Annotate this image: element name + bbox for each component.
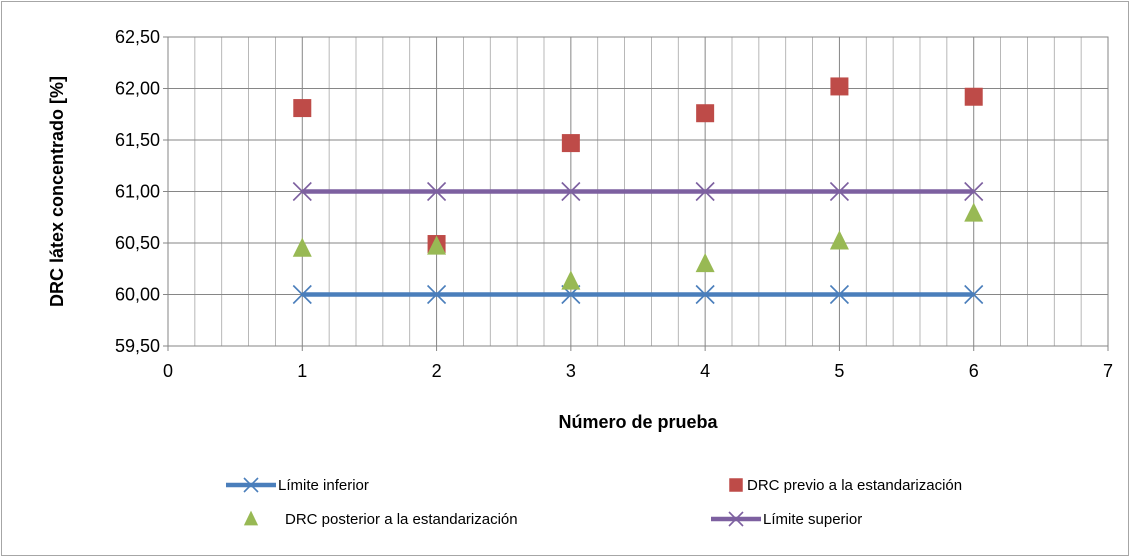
x-stroke xyxy=(728,511,744,527)
y-tick-label: 62,50 xyxy=(115,27,160,47)
x-tick-label: 1 xyxy=(297,361,307,381)
x-tick-label: 5 xyxy=(834,361,844,381)
x-tick-label: 6 xyxy=(969,361,979,381)
legend-swatch-marker xyxy=(243,477,259,493)
data-point xyxy=(829,230,849,250)
x-stroke xyxy=(695,284,715,305)
legend-item: DRC posterior a la estandarización xyxy=(243,510,518,528)
data-point xyxy=(561,181,581,202)
data-point xyxy=(695,284,715,305)
x-stroke xyxy=(243,477,259,493)
data-point xyxy=(292,181,312,202)
series-drc-posterior-a-la-estandarizacion xyxy=(292,202,984,290)
data-point xyxy=(829,284,849,305)
x-stroke xyxy=(964,181,984,202)
y-axis-ticks: 59,50 60,00 60,50 61,00 61,50 62,00 62,50 xyxy=(115,27,168,356)
data-point xyxy=(964,87,983,106)
data-point xyxy=(696,104,715,123)
data-point xyxy=(829,181,849,202)
data-point xyxy=(964,202,984,222)
legend-item: DRC previo a la estandarización xyxy=(729,477,962,494)
x-stroke xyxy=(695,181,715,202)
x-stroke xyxy=(561,181,581,202)
x-tick-label: 7 xyxy=(1103,361,1113,381)
x-tick-label: 2 xyxy=(432,361,442,381)
series-layer xyxy=(292,77,984,305)
x-stroke xyxy=(829,284,849,305)
x-stroke xyxy=(292,181,312,202)
series-limite-superior xyxy=(292,181,984,202)
y-tick-label: 59,50 xyxy=(115,336,160,356)
x-tick-label: 3 xyxy=(566,361,576,381)
data-point xyxy=(695,253,715,273)
data-point xyxy=(427,235,447,255)
y-axis-title: DRC látex concentrado [%] xyxy=(47,76,67,307)
y-tick-label: 61,00 xyxy=(115,182,160,202)
legend-label: Límite inferior xyxy=(278,477,369,494)
legend-label: DRC posterior a la estandarización xyxy=(285,511,518,528)
data-point xyxy=(293,99,312,118)
data-point xyxy=(561,134,580,153)
data-point xyxy=(292,284,312,305)
y-tick-label: 60,00 xyxy=(115,285,160,305)
x-axis-title: Número de prueba xyxy=(558,412,718,432)
y-tick-label: 61,50 xyxy=(115,130,160,150)
legend-swatch-marker xyxy=(728,511,744,527)
data-point xyxy=(964,284,984,305)
legend-swatch-marker xyxy=(729,478,743,492)
data-point xyxy=(427,284,447,305)
x-stroke xyxy=(427,181,447,202)
data-point xyxy=(964,181,984,202)
legend: Límite inferior DRC previo a la estandari… xyxy=(226,477,962,528)
legend-item: Límite inferior xyxy=(226,477,369,494)
data-point xyxy=(292,237,312,257)
x-stroke xyxy=(292,284,312,305)
data-point xyxy=(427,181,447,202)
legend-label: DRC previo a la estandarización xyxy=(747,477,962,494)
series-limite-inferior xyxy=(292,284,984,305)
x-stroke xyxy=(964,284,984,305)
y-tick-label: 62,00 xyxy=(115,79,160,99)
x-tick-label: 4 xyxy=(700,361,710,381)
x-tick-label: 0 xyxy=(163,361,173,381)
y-tick-label: 60,50 xyxy=(115,233,160,253)
legend-swatch-marker xyxy=(243,510,259,526)
legend-label: Límite superior xyxy=(763,511,862,528)
data-point xyxy=(561,270,581,290)
legend-item: Límite superior xyxy=(711,511,862,528)
data-point xyxy=(695,181,715,202)
x-stroke xyxy=(829,181,849,202)
x-stroke xyxy=(427,284,447,305)
data-point xyxy=(830,77,849,96)
x-axis-ticks: 0 1 2 3 4 5 6 7 xyxy=(163,346,1113,381)
